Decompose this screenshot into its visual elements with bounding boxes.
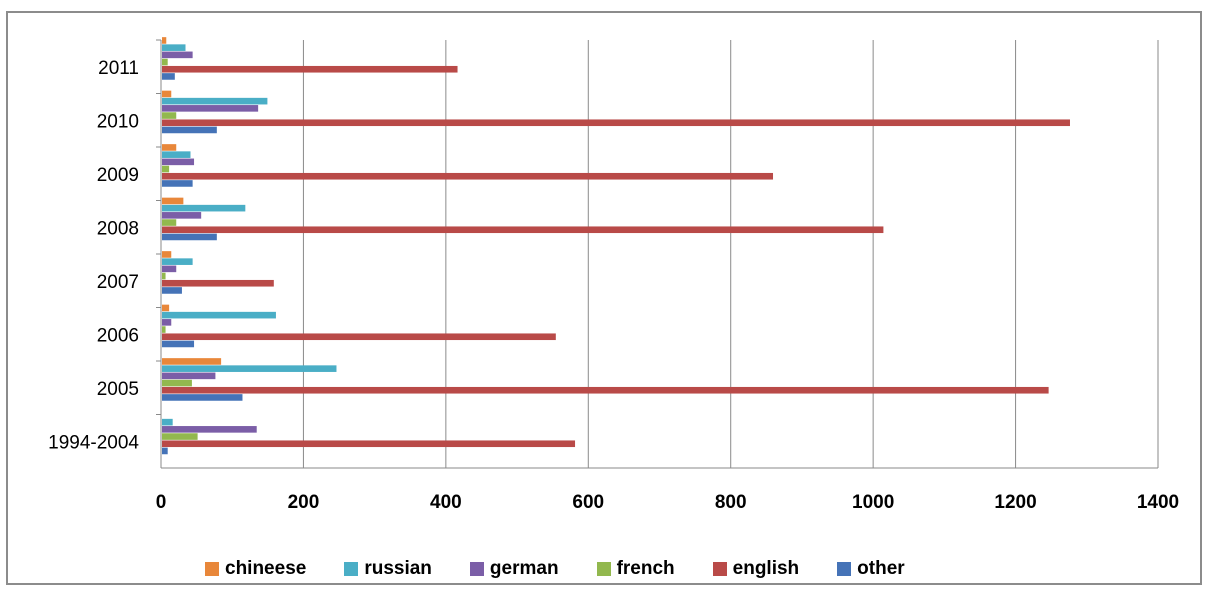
bar-chineese-2005 — [162, 358, 222, 365]
x-tick-label: 200 — [288, 492, 320, 513]
legend-item-english: english — [712, 558, 800, 580]
bar-english-2007 — [162, 279, 274, 287]
y-tick-label: 1994-2004 — [48, 432, 139, 453]
bar-german-1994-2004 — [162, 426, 257, 433]
bar-german-2008 — [162, 212, 202, 219]
bar-chineese-2006 — [162, 304, 170, 312]
bar-german-2010 — [162, 105, 259, 112]
bars — [162, 37, 1070, 455]
bar-french-2005 — [162, 379, 192, 387]
bar-english-2008 — [162, 226, 884, 234]
y-tick-label: 2007 — [97, 272, 139, 293]
y-tick-label: 2005 — [97, 379, 139, 400]
bar-chineese-2007 — [162, 251, 172, 258]
legend-label: french — [616, 558, 675, 579]
legend: chineese russian german french english other — [205, 558, 943, 580]
bar-english-2011 — [162, 65, 458, 73]
bar-english-2006 — [162, 333, 556, 341]
bar-russian-2011 — [162, 44, 186, 51]
x-tick-label: 600 — [572, 492, 604, 513]
legend-item-other: other — [837, 558, 905, 580]
bar-french-1994-2004 — [162, 433, 198, 440]
bar-english-2005 — [162, 386, 1049, 394]
legend-label: chineese — [225, 558, 307, 579]
gridlines — [302, 40, 1159, 468]
bar-russian-2009 — [162, 151, 191, 158]
legend-label: english — [732, 558, 800, 579]
legend-item-chineese: chineese — [205, 558, 306, 580]
x-tick-labels: 0 200 400 600 800 1000 1200 1400 — [156, 492, 1179, 513]
bar-russian-2010 — [162, 97, 268, 105]
bar-german-2006 — [162, 319, 172, 326]
y-tick-label: 2008 — [97, 218, 139, 239]
bar-french-2010 — [162, 112, 177, 119]
legend-item-german: german — [469, 558, 559, 580]
chart-frame — [6, 11, 1202, 585]
bar-other-1994-2004 — [162, 447, 168, 455]
x-tick-label: 1400 — [1137, 492, 1179, 513]
y-tick-label: 2010 — [97, 111, 139, 132]
bar-russian-2005 — [162, 365, 337, 372]
y-tick-labels: 1994-2004 2005 2006 2007 2008 2009 2010 2011 — [48, 58, 139, 454]
legend-swatch — [712, 562, 727, 576]
bar-other-2010 — [162, 126, 217, 134]
bar-other-2005 — [162, 394, 243, 401]
legend-label: german — [489, 558, 559, 579]
bar-chineese-2009 — [162, 144, 177, 151]
x-tick-label: 400 — [430, 492, 462, 513]
x-tick-label: 1200 — [994, 492, 1036, 513]
bar-german-2009 — [162, 158, 195, 166]
bar-other-2007 — [162, 287, 182, 294]
bar-russian-2006 — [162, 311, 276, 319]
bar-russian-1994-2004 — [162, 418, 173, 426]
legend-label: russian — [364, 558, 432, 579]
bar-french-2007 — [162, 272, 166, 280]
bar-russian-2008 — [162, 204, 246, 212]
bar-german-2005 — [162, 372, 216, 380]
axes — [156, 39, 1158, 469]
bar-german-2007 — [162, 265, 177, 273]
bar-french-2008 — [162, 219, 177, 226]
legend-swatch — [837, 562, 852, 576]
legend-item-french: french — [596, 558, 675, 580]
legend-swatch — [205, 562, 219, 576]
legend-swatch — [596, 562, 611, 576]
bar-other-2009 — [162, 180, 193, 187]
bar-russian-2007 — [162, 258, 193, 265]
y-tick-label: 2011 — [98, 58, 139, 79]
bar-french-2006 — [162, 326, 166, 333]
legend-swatch — [469, 562, 484, 576]
bar-english-2009 — [162, 172, 774, 180]
x-tick-label: 0 — [156, 492, 167, 513]
bar-chineese-2010 — [162, 90, 172, 98]
bar-english-2010 — [162, 119, 1070, 127]
bar-other-2011 — [162, 73, 175, 80]
bar-other-2006 — [162, 340, 195, 348]
bar-english-1994-2004 — [162, 440, 576, 448]
bar-chineese-2011 — [162, 37, 167, 44]
bar-french-2011 — [162, 58, 168, 66]
bar-german-2011 — [162, 51, 193, 59]
bar-other-2008 — [162, 233, 217, 241]
bar-french-2009 — [162, 165, 170, 173]
x-tick-label: 1000 — [852, 492, 894, 513]
x-tick-label: 800 — [715, 492, 747, 513]
y-tick-label: 2006 — [97, 325, 139, 346]
y-tick-label: 2009 — [97, 165, 139, 186]
legend-label: other — [857, 558, 905, 579]
legend-swatch — [344, 562, 359, 576]
legend-item-russian: russian — [344, 558, 432, 580]
bar-chineese-2008 — [162, 197, 184, 205]
